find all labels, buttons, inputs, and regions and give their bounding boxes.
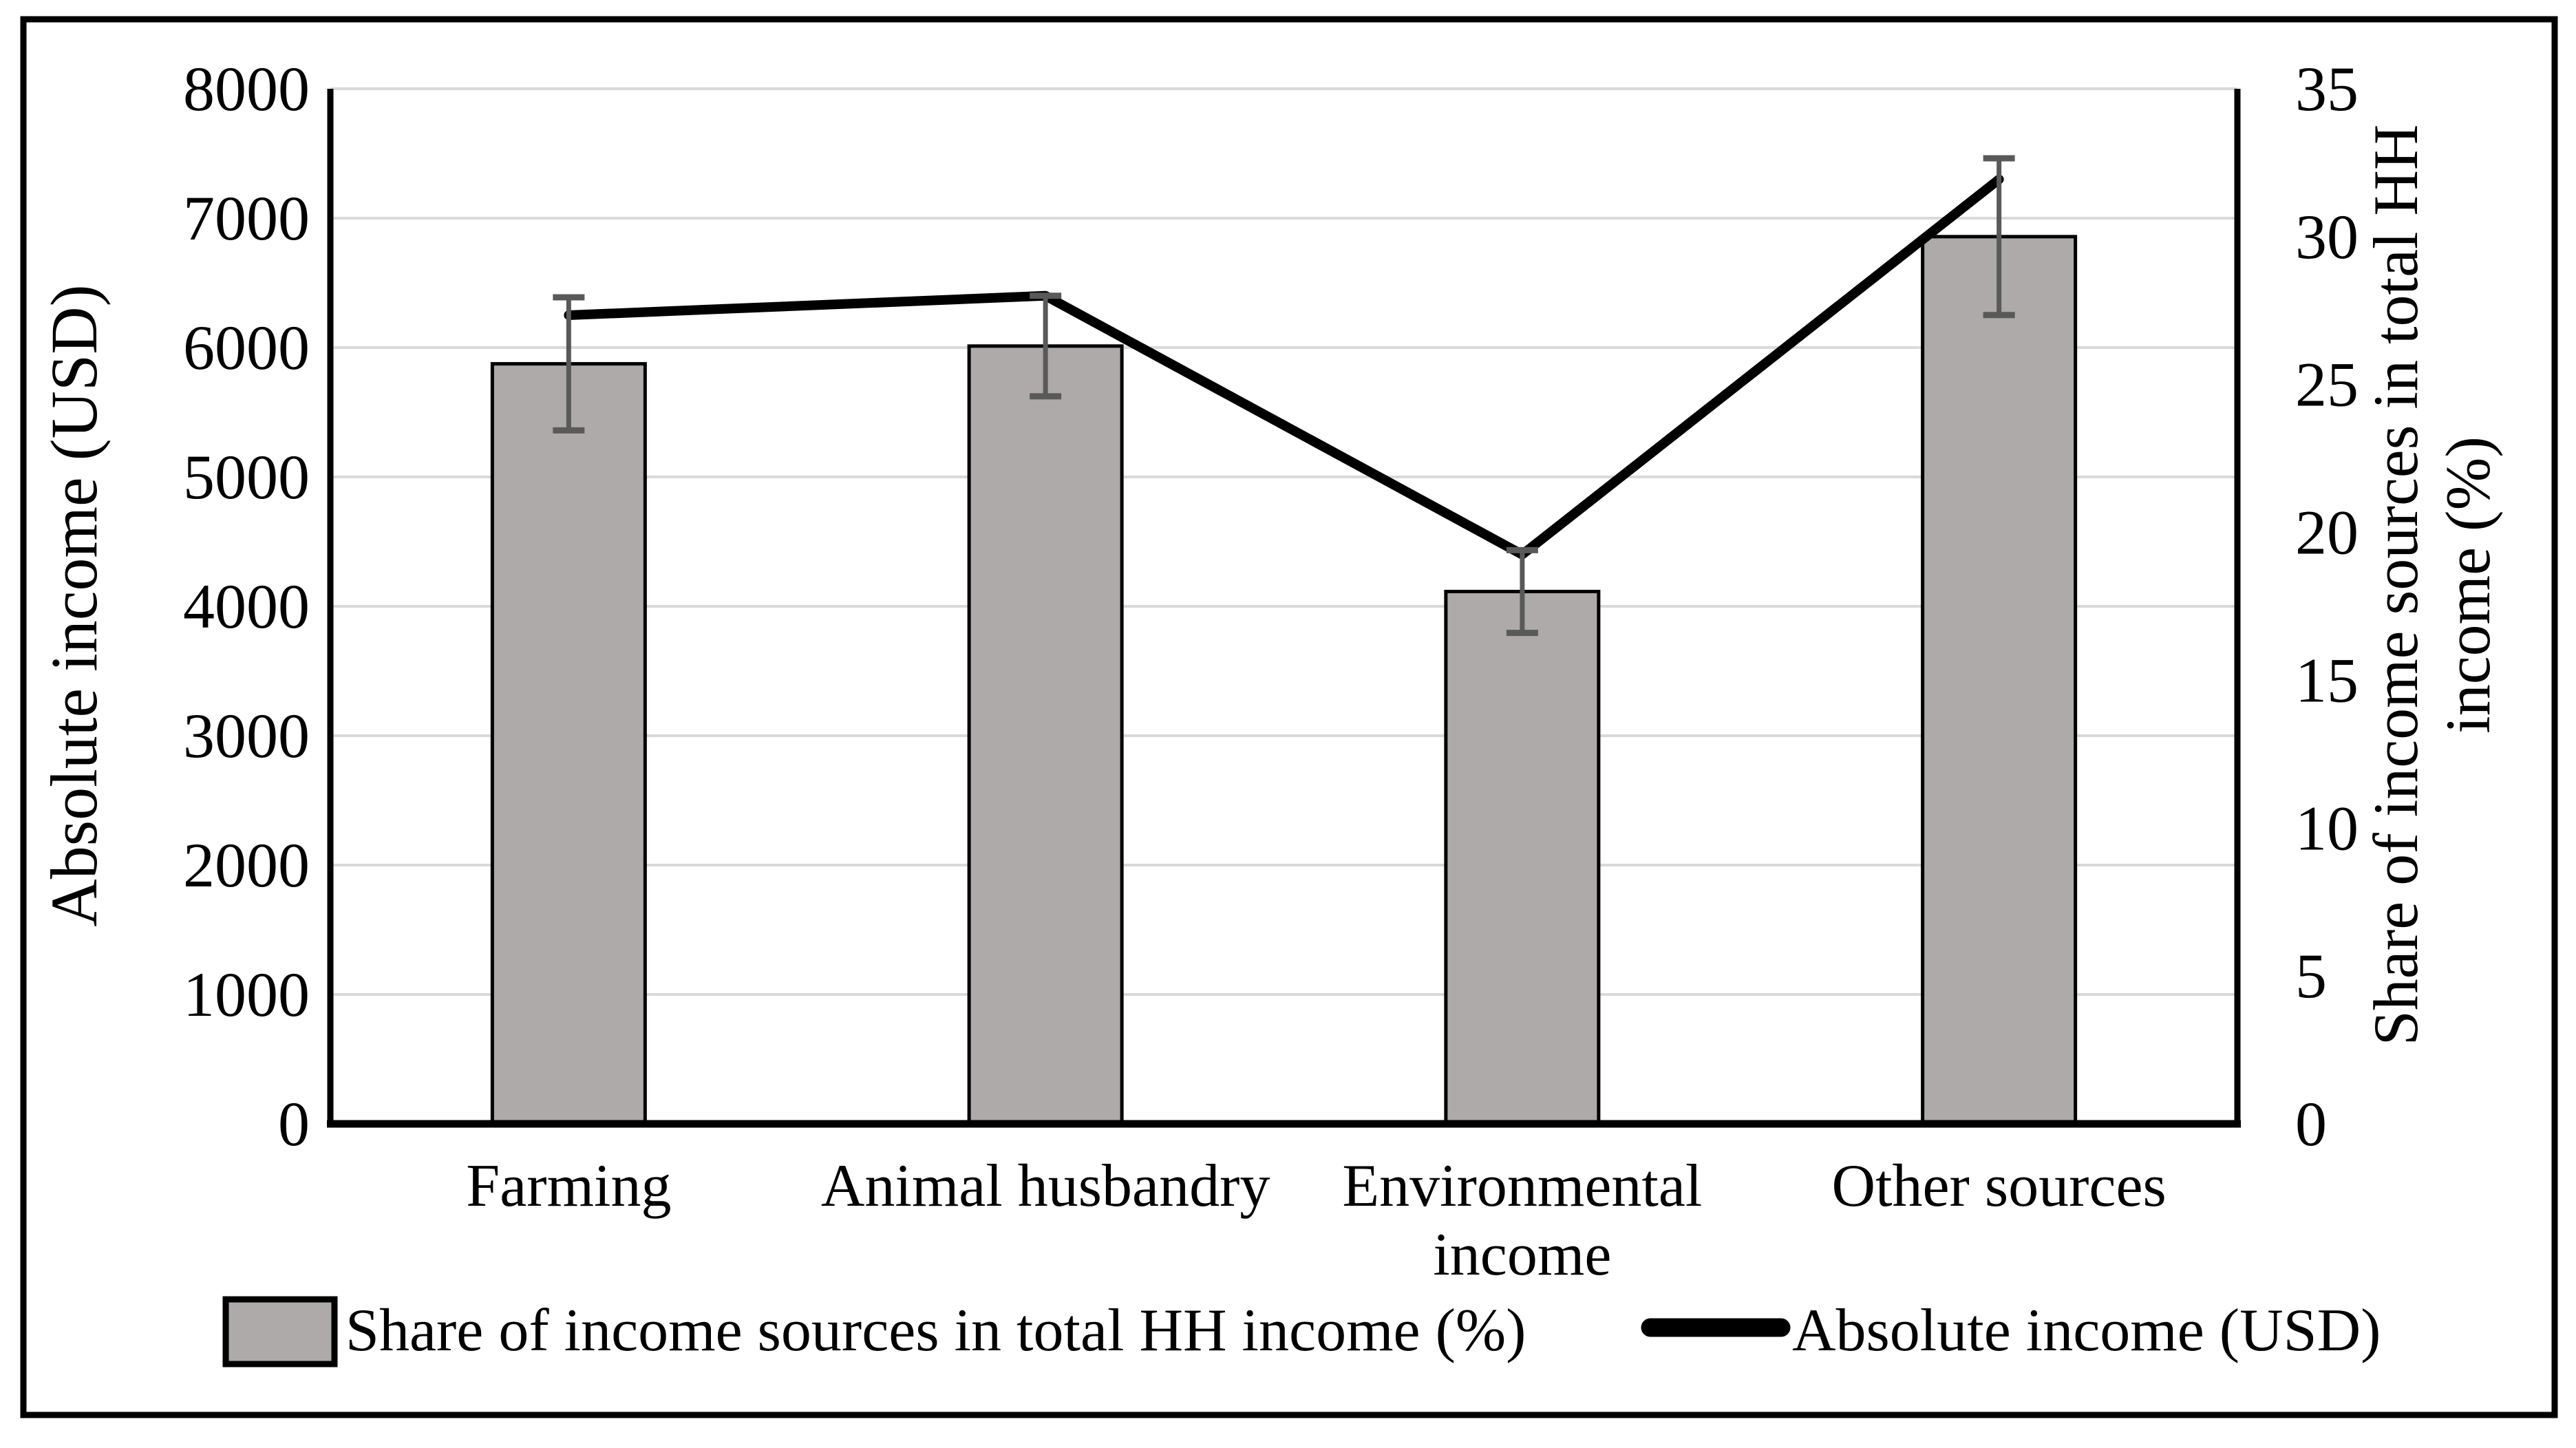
error-bar-0 [553, 294, 585, 434]
bar-2 [1444, 590, 1601, 1126]
left-tick-5000: 5000 [183, 442, 310, 512]
left-tick-4000: 4000 [183, 571, 310, 641]
left-tick-3000: 3000 [183, 701, 310, 771]
bar-1 [967, 344, 1124, 1126]
category-label-0: Farming [466, 1153, 671, 1220]
legend-bar-swatch-icon [222, 1296, 338, 1367]
right-tick-30: 30 [2295, 202, 2359, 272]
right-tick-10: 10 [2295, 793, 2359, 863]
left-tick-7000: 7000 [183, 183, 310, 253]
left-axis-title: Absolute income (USD) [37, 284, 111, 926]
right-tick-5: 5 [2295, 941, 2327, 1011]
line-series [564, 174, 2004, 560]
right-axis-title-line1: Share of income sources in total HH [2361, 125, 2431, 1046]
left-tick-6000: 6000 [183, 312, 310, 383]
category-label-2: income [1433, 1222, 1611, 1288]
absolute-income-line [564, 174, 2004, 560]
left-axis-tick-labels: 0 1000 2000 3000 4000 5000 6000 7000 8000 [183, 54, 310, 1159]
left-tick-8000: 8000 [183, 54, 310, 124]
error-bars [553, 155, 2015, 637]
left-tick-2000: 2000 [183, 830, 310, 900]
left-tick-0: 0 [278, 1089, 310, 1159]
category-label-2: Environmental [1342, 1153, 1702, 1220]
right-tick-25: 25 [2295, 350, 2359, 420]
error-bar-2 [1506, 546, 1538, 637]
right-tick-0: 0 [2295, 1089, 2327, 1159]
x-axis-category-labels: Farming Animal husbandry Environmentalinco… [466, 1153, 2166, 1288]
bar-0 [490, 362, 647, 1126]
error-bar-1 [1030, 292, 1062, 400]
category-label-3: Other sources [1831, 1153, 2166, 1220]
figure-border [20, 16, 2558, 1418]
right-tick-35: 35 [2295, 54, 2359, 124]
right-tick-15: 15 [2295, 645, 2359, 715]
gridlines [330, 87, 2237, 996]
right-axis-tick-labels: 0 5 10 15 20 25 30 35 [2295, 54, 2359, 1159]
left-tick-1000: 1000 [183, 959, 310, 1030]
right-axis-title-line2: income (%) [2433, 436, 2503, 734]
bar-3 [1921, 235, 2078, 1126]
bar-series [490, 235, 2078, 1126]
axis-lines [327, 89, 2241, 1128]
legend: Share of income sources in total HH inco… [222, 1296, 2381, 1367]
right-tick-20: 20 [2295, 498, 2359, 568]
category-label-1: Animal husbandry [821, 1153, 1270, 1220]
legend-label-absolute: Absolute income (USD) [1792, 1297, 2381, 1364]
error-bar-3 [1983, 155, 2015, 319]
legend-label-share: Share of income sources in total HH inco… [345, 1297, 1526, 1364]
